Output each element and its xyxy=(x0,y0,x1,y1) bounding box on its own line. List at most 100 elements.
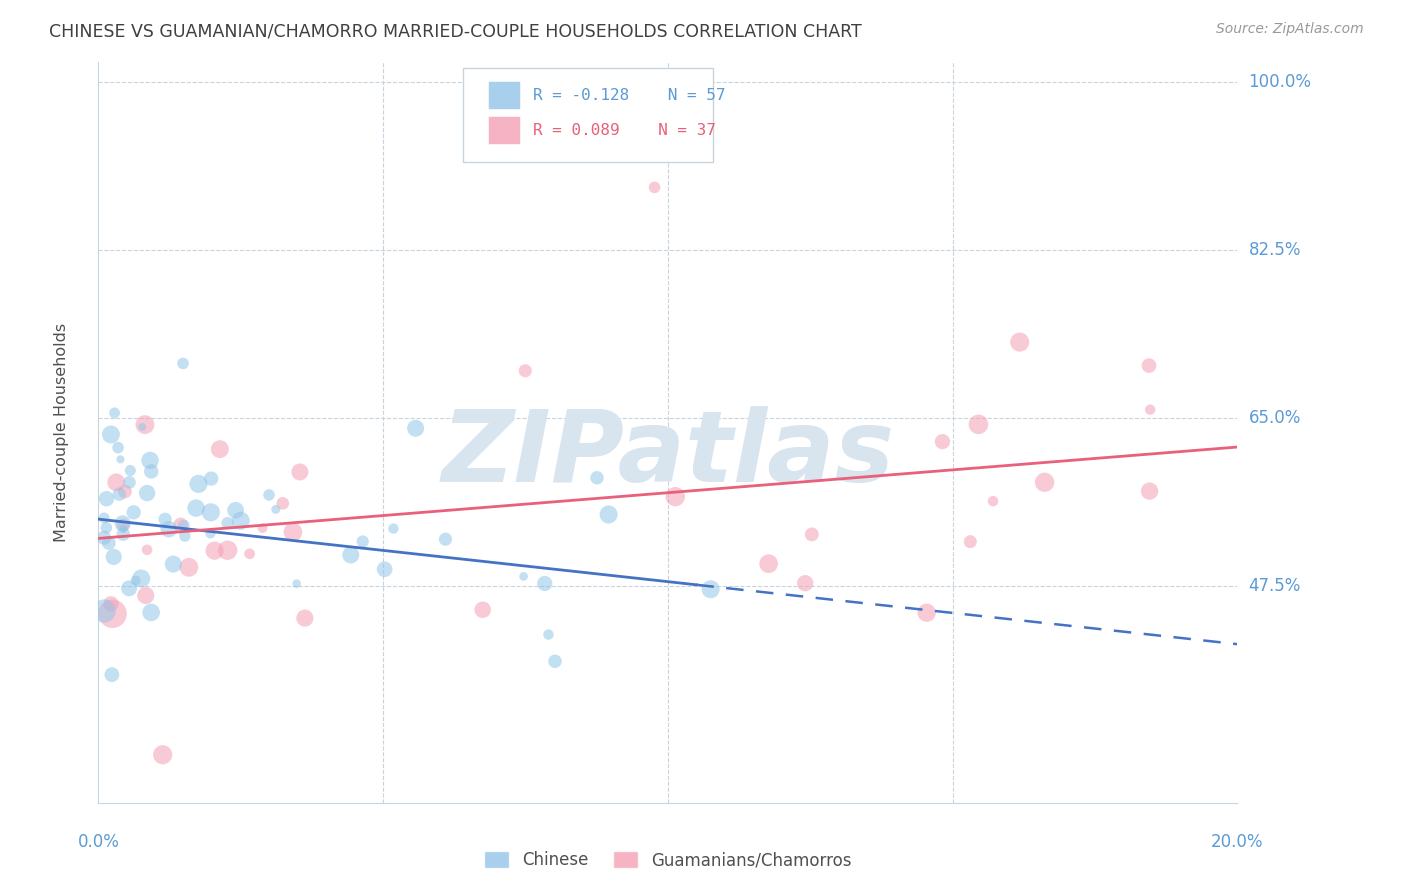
Point xyxy=(967,417,990,432)
Point xyxy=(981,494,1004,508)
Point xyxy=(122,505,145,519)
Point xyxy=(153,512,176,526)
Point xyxy=(136,542,159,557)
Point xyxy=(135,589,157,603)
Point xyxy=(339,548,361,562)
Point xyxy=(434,532,457,546)
Point xyxy=(931,434,953,449)
Point xyxy=(118,475,141,490)
Point xyxy=(544,654,567,668)
Point xyxy=(405,421,427,435)
Point xyxy=(959,534,981,549)
FancyBboxPatch shape xyxy=(463,68,713,162)
Point xyxy=(184,501,207,516)
Point xyxy=(103,406,125,420)
Point xyxy=(118,582,141,596)
Text: 82.5%: 82.5% xyxy=(1249,241,1301,259)
Point xyxy=(131,420,153,434)
Point xyxy=(288,465,311,479)
Point xyxy=(141,606,163,620)
Text: 20.0%: 20.0% xyxy=(1211,833,1264,851)
Point xyxy=(96,491,118,506)
Point xyxy=(200,472,222,486)
Point xyxy=(257,488,280,502)
Point xyxy=(187,476,209,491)
Point xyxy=(644,180,666,194)
Point xyxy=(252,521,274,535)
Point xyxy=(101,667,124,681)
Point xyxy=(537,627,560,641)
Legend: Chinese, Guamanians/Chamorros: Chinese, Guamanians/Chamorros xyxy=(477,845,859,876)
Point xyxy=(285,576,308,591)
Point xyxy=(114,484,136,499)
Point xyxy=(173,518,195,533)
Point xyxy=(239,547,262,561)
Point xyxy=(229,514,252,528)
Point xyxy=(294,611,316,625)
Point xyxy=(177,560,200,574)
Point xyxy=(100,597,122,611)
Point xyxy=(208,442,231,457)
Point xyxy=(141,464,163,478)
Point xyxy=(169,517,191,532)
Point xyxy=(200,505,222,519)
Point xyxy=(1139,484,1161,499)
Point xyxy=(200,526,222,541)
Point xyxy=(217,543,239,558)
FancyBboxPatch shape xyxy=(488,116,520,144)
Text: 100.0%: 100.0% xyxy=(1249,72,1312,91)
Point xyxy=(101,607,124,621)
Point xyxy=(97,536,120,550)
Point xyxy=(136,486,159,500)
Point xyxy=(107,441,129,455)
Text: 47.5%: 47.5% xyxy=(1249,577,1301,596)
Point xyxy=(281,524,304,539)
Point xyxy=(586,471,609,485)
Point xyxy=(93,604,115,618)
Point xyxy=(598,508,620,522)
Text: Source: ZipAtlas.com: Source: ZipAtlas.com xyxy=(1216,22,1364,37)
Point xyxy=(108,487,131,501)
Point xyxy=(157,522,180,536)
Point xyxy=(794,576,817,591)
Point xyxy=(112,518,135,533)
Point xyxy=(1139,402,1161,417)
Point xyxy=(139,453,162,467)
Point xyxy=(264,502,287,516)
Point xyxy=(374,562,396,576)
Text: 0.0%: 0.0% xyxy=(77,833,120,851)
Point xyxy=(110,452,132,467)
Point xyxy=(512,569,534,583)
Point xyxy=(664,490,686,504)
Point xyxy=(93,531,115,545)
Text: R = -0.128    N = 57: R = -0.128 N = 57 xyxy=(533,88,725,103)
Text: CHINESE VS GUAMANIAN/CHAMORRO MARRIED-COUPLE HOUSEHOLDS CORRELATION CHART: CHINESE VS GUAMANIAN/CHAMORRO MARRIED-CO… xyxy=(49,22,862,40)
Point xyxy=(134,417,156,432)
Point xyxy=(120,463,142,477)
Point xyxy=(111,516,134,531)
Point xyxy=(173,529,195,543)
Point xyxy=(352,534,374,549)
Point xyxy=(217,516,239,530)
Point xyxy=(1137,359,1160,373)
Text: ZIPatlas: ZIPatlas xyxy=(441,407,894,503)
Point xyxy=(471,603,494,617)
Point xyxy=(533,576,555,591)
Point xyxy=(204,543,226,558)
Point xyxy=(112,522,135,536)
Point xyxy=(1033,475,1056,490)
Point xyxy=(800,527,823,541)
Point xyxy=(93,511,115,525)
FancyBboxPatch shape xyxy=(488,81,520,109)
Text: R = 0.089    N = 37: R = 0.089 N = 37 xyxy=(533,123,716,138)
Point xyxy=(96,521,118,535)
Point xyxy=(129,572,152,586)
Point xyxy=(271,496,294,510)
Point xyxy=(152,747,174,762)
Point xyxy=(112,527,135,541)
Point xyxy=(758,557,780,571)
Point xyxy=(100,427,122,442)
Point xyxy=(162,557,184,571)
Point xyxy=(1008,335,1031,350)
Text: 65.0%: 65.0% xyxy=(1249,409,1301,427)
